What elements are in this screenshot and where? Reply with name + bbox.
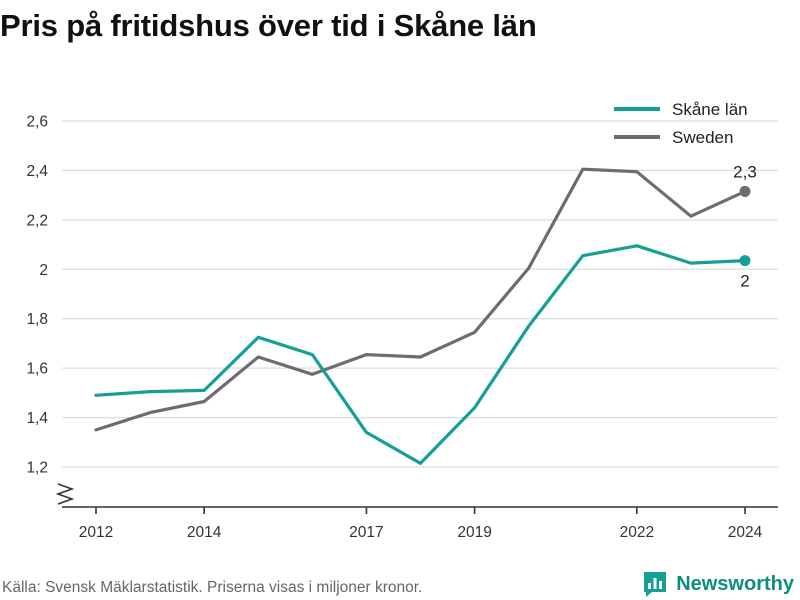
legend-label: Skåne län <box>672 100 748 119</box>
x-tick-label: 2024 <box>728 524 763 541</box>
source-note: Källa: Svensk Mäklarstatistik. Priserna … <box>2 579 423 596</box>
y-tick-label: 2,2 <box>26 212 48 229</box>
end-value-label: 2 <box>740 272 749 291</box>
x-axis-ticks: 2012 2014 2017 2019 2022 2024 <box>79 507 763 541</box>
y-tick-label: 1,4 <box>26 410 48 427</box>
x-tick-label: 2014 <box>187 524 222 541</box>
y-tick-label: 2,6 <box>26 114 48 131</box>
legend-label: Sweden <box>672 128 733 147</box>
x-tick-label: 2017 <box>349 524 383 541</box>
chart-title: Pris på fritidshus över tid i Skåne län <box>0 8 537 43</box>
brand-name: Newsworthy <box>676 572 794 595</box>
series-endpoint <box>739 185 751 197</box>
y-tick-label: 1,8 <box>26 311 48 328</box>
end-value-label: 2,3 <box>733 162 757 181</box>
axis-break-icon <box>55 483 75 505</box>
y-tick-label: 2,4 <box>26 163 48 180</box>
y-tick-label: 1,6 <box>26 361 48 378</box>
series-endpoint <box>739 255 751 267</box>
x-tick-label: 2012 <box>79 524 113 541</box>
y-tick-label: 2 <box>39 262 48 279</box>
newsworthy-logo-icon <box>644 572 667 597</box>
x-tick-label: 2019 <box>457 524 491 541</box>
legend: Skåne län Sweden <box>614 100 748 147</box>
gridlines <box>62 120 778 468</box>
series-lines: 2,32 <box>94 162 757 465</box>
y-tick-label: 1,2 <box>26 460 48 477</box>
y-axis-ticks: 1,2 1,4 1,6 1,8 2 2,2 2,4 2,6 <box>26 114 75 505</box>
x-tick-label: 2022 <box>620 524 654 541</box>
brand-logo: Newsworthy <box>642 570 794 598</box>
series-line-skåne-län <box>94 244 747 465</box>
series-line-sweden <box>94 167 747 432</box>
